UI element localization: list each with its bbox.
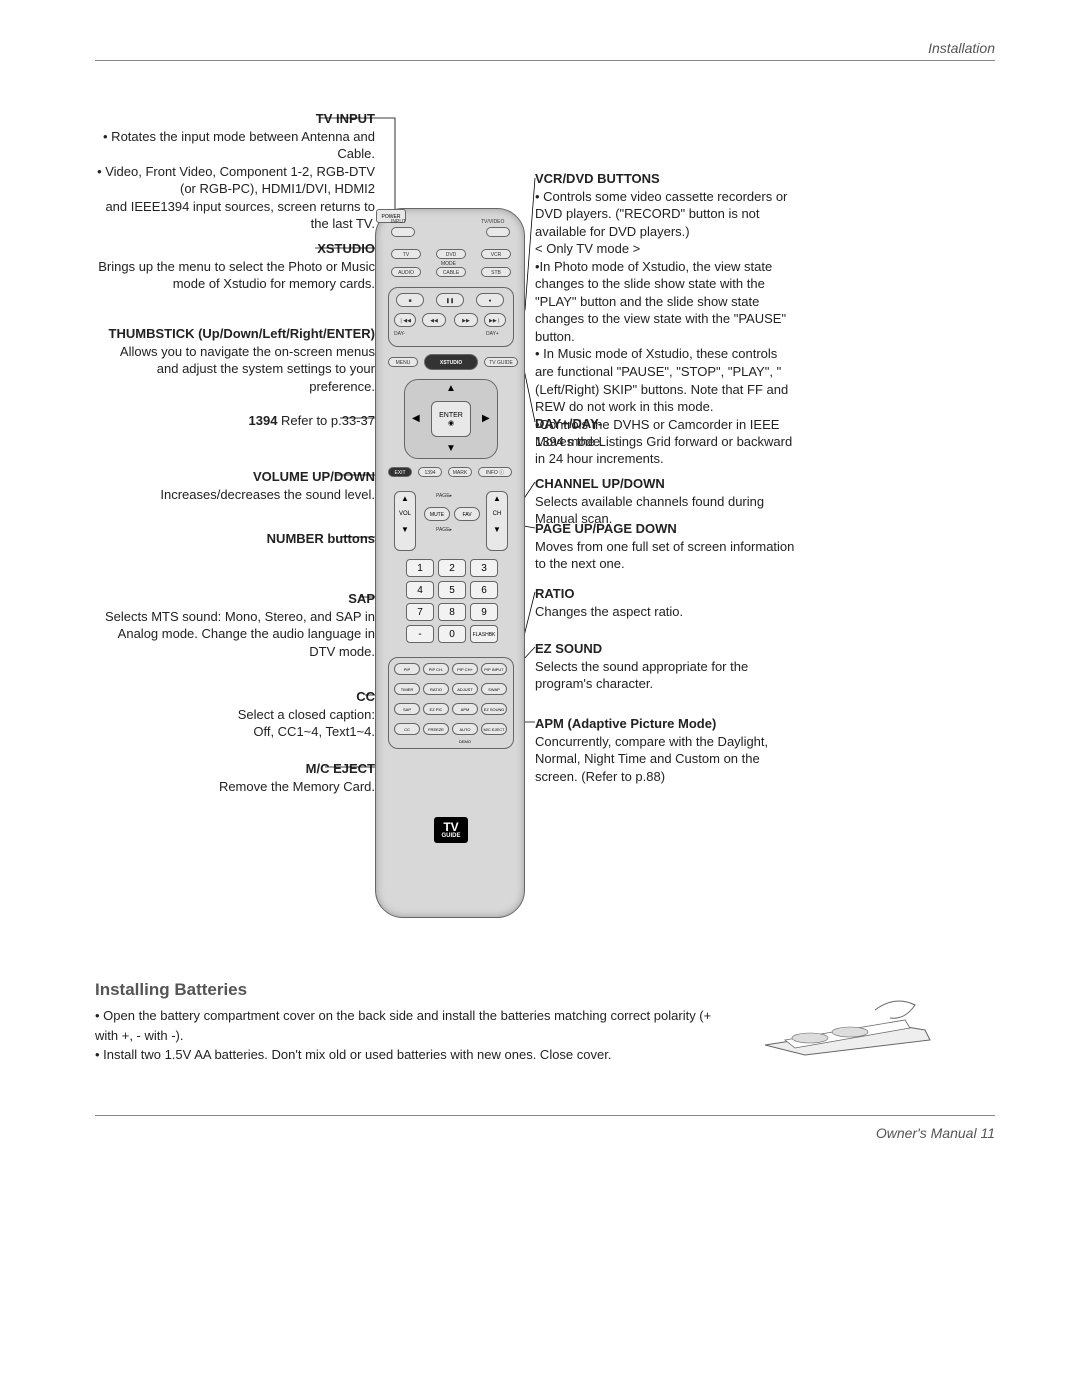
batteries-bullet-1: • Open the battery compartment cover on … xyxy=(95,1006,735,1045)
label-input: INPUT xyxy=(391,219,406,225)
grid-sap: SAP EZ PIC APM EZ SOUND xyxy=(394,703,507,715)
battery-install-illustration xyxy=(755,990,955,1060)
button-ratio[interactable]: RATIO xyxy=(423,683,449,695)
label-tvvideo: TV/VIDEO xyxy=(481,219,504,225)
callout-mceject: M/C EJECT Remove the Memory Card. xyxy=(95,760,375,795)
button-tvvideo[interactable] xyxy=(486,227,510,237)
button-cc[interactable]: CC xyxy=(394,723,420,735)
button-num-3[interactable]: 3 xyxy=(470,559,498,577)
callout-sap: SAP Selects MTS sound: Mono, Stereo, and… xyxy=(95,590,375,660)
callout-day: DAY+/DAY- Moves the Listings Grid forwar… xyxy=(535,415,795,468)
label-day-plus: DAY+ xyxy=(486,331,499,337)
button-mceject[interactable]: M/C EJECT xyxy=(481,723,507,735)
button-autodemo[interactable]: AUTO DEMO xyxy=(452,723,478,735)
callout-page: PAGE UP/PAGE DOWN Moves from one full se… xyxy=(535,520,795,573)
button-mark[interactable]: MARK xyxy=(448,467,472,477)
button-info[interactable]: INFO ⓘ xyxy=(478,467,512,477)
button-enter[interactable]: ENTER ◉ xyxy=(431,401,471,437)
button-fav[interactable]: FAV xyxy=(454,507,480,521)
content-area: TV INPUT • Rotates the input mode betwee… xyxy=(95,110,995,1010)
button-pipch-minus[interactable]: PIP CH- xyxy=(423,663,449,675)
button-vcr[interactable]: VCR xyxy=(481,249,511,259)
remote-control: INPUT TV/VIDEO POWER TV DVD VCR MODE AUD… xyxy=(375,208,525,918)
button-skip-back[interactable]: ❘◀◀ xyxy=(394,313,416,327)
label-page-down: PAGE▸ xyxy=(436,527,452,533)
callout-thumbstick: THUMBSTICK (Up/Down/Left/Right/ENTER) Al… xyxy=(95,325,375,395)
button-stop[interactable]: ■ xyxy=(396,293,424,307)
button-num-4[interactable]: 4 xyxy=(406,581,434,599)
button-ezpic[interactable]: EZ PIC xyxy=(423,703,449,715)
button-num-9[interactable]: 9 xyxy=(470,603,498,621)
label-day-minus: DAY- xyxy=(394,331,405,337)
batteries-bullet-2: • Install two 1.5V AA batteries. Don't m… xyxy=(95,1045,735,1065)
button-channel[interactable]: ▲ CH ▼ xyxy=(486,491,508,551)
callout-ratio: RATIO Changes the aspect ratio. xyxy=(535,585,795,620)
button-mute[interactable]: MUTE xyxy=(424,507,450,521)
button-input[interactable] xyxy=(391,227,415,237)
label-page-up: PAGE▸ xyxy=(436,493,452,499)
button-swap[interactable]: SWAP xyxy=(481,683,507,695)
button-pause[interactable]: ❚❚ xyxy=(436,293,464,307)
button-adjust[interactable]: ADJUST xyxy=(452,683,478,695)
button-dvd[interactable]: DVD xyxy=(436,249,466,259)
button-xstudio[interactable]: XSTUDIO xyxy=(424,354,478,370)
button-num-8[interactable]: 8 xyxy=(438,603,466,621)
button-sap[interactable]: SAP xyxy=(394,703,420,715)
grid-timer: TIMER RATIO ADJUST SWAP xyxy=(394,683,507,695)
button-menu[interactable]: MENU xyxy=(388,357,418,367)
callout-volume: VOLUME UP/DOWN Increases/decreases the s… xyxy=(95,468,375,503)
button-flashbk[interactable]: FLASHBK xyxy=(470,625,498,643)
button-ezsound[interactable]: EZ SOUND xyxy=(481,703,507,715)
button-tv[interactable]: TV xyxy=(391,249,421,259)
header-rule xyxy=(95,60,995,61)
button-cable[interactable]: CABLE xyxy=(436,267,466,277)
callout-cc: CC Select a closed caption: Off, CC1~4, … xyxy=(95,688,375,741)
button-freeze[interactable]: FREEZE xyxy=(423,723,449,735)
callout-tv-input: TV INPUT • Rotates the input mode betwee… xyxy=(95,110,375,233)
button-num-6[interactable]: 6 xyxy=(470,581,498,599)
arrow-right-icon: ▶ xyxy=(482,413,490,424)
callout-1394: 1394 Refer to p.33-37 xyxy=(95,412,375,430)
button-apm[interactable]: APM xyxy=(452,703,478,715)
arrow-up-icon: ▲ xyxy=(446,383,456,394)
callout-number: NUMBER buttons xyxy=(95,530,375,548)
button-skip-fwd[interactable]: ▶▶❘ xyxy=(484,313,506,327)
button-tvguide[interactable]: TV GUIDE xyxy=(484,357,518,367)
batteries-section: Installing Batteries • Open the battery … xyxy=(95,980,995,1065)
button-volume[interactable]: ▲ VOL ▼ xyxy=(394,491,416,551)
button-num-7[interactable]: 7 xyxy=(406,603,434,621)
footer-rule xyxy=(95,1115,995,1116)
callout-ezsound: EZ SOUND Selects the sound appropriate f… xyxy=(535,640,795,693)
button-num-0[interactable]: 0 xyxy=(438,625,466,643)
button-timer[interactable]: TIMER xyxy=(394,683,420,695)
button-num-2[interactable]: 2 xyxy=(438,559,466,577)
button-pipinput[interactable]: PIP INPUT xyxy=(481,663,507,675)
arrow-left-icon: ◀ xyxy=(412,413,420,424)
callout-vcr: VCR/DVD BUTTONS • Controls some video ca… xyxy=(535,170,795,451)
number-pad: 1 2 3 4 5 6 7 8 9 - 0 FLASHBK xyxy=(406,559,498,643)
header-section: Installation xyxy=(928,40,995,56)
button-exit[interactable]: EXIT xyxy=(388,467,412,477)
grid-pip: PIP PIP CH- PIP CH+ PIP INPUT xyxy=(394,663,507,675)
button-audio[interactable]: AUDIO xyxy=(391,267,421,277)
button-record[interactable]: ● xyxy=(476,293,504,307)
button-fastforward[interactable]: ▶▶ xyxy=(454,313,478,327)
callout-apm: APM (Adaptive Picture Mode) Concurrently… xyxy=(535,715,795,785)
footer-text: Owner's Manual 11 xyxy=(876,1125,995,1141)
button-num-5[interactable]: 5 xyxy=(438,581,466,599)
tvguide-logo: TV GUIDE xyxy=(434,817,468,843)
callout-xstudio: XXSTUDIOSTUDIO Brings up the menu to sel… xyxy=(95,240,375,293)
arrow-down-icon: ▼ xyxy=(446,443,456,454)
button-rewind[interactable]: ◀◀ xyxy=(422,313,446,327)
button-stb[interactable]: STB xyxy=(481,267,511,277)
button-pipch-plus[interactable]: PIP CH+ xyxy=(452,663,478,675)
button-pip[interactable]: PIP xyxy=(394,663,420,675)
button-num-1[interactable]: 1 xyxy=(406,559,434,577)
button-1394[interactable]: 1394 xyxy=(418,467,442,477)
button-num-dash[interactable]: - xyxy=(406,625,434,643)
grid-cc: CC FREEZE AUTO DEMO M/C EJECT xyxy=(394,723,507,735)
